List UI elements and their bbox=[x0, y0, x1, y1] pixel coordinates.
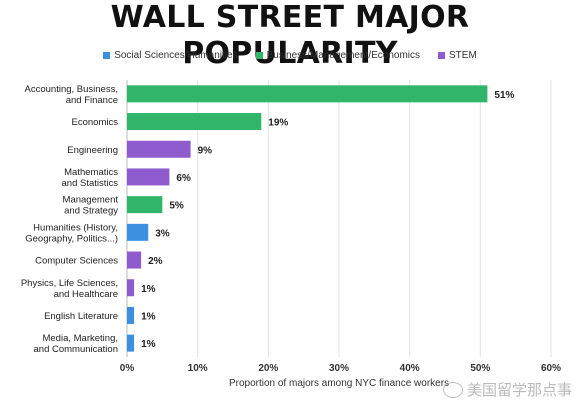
bar bbox=[127, 113, 262, 131]
category-label-line: Humanities (History, bbox=[33, 222, 118, 233]
category-label-line: and Healthcare bbox=[54, 289, 118, 300]
x-tick-label: 40% bbox=[400, 363, 420, 374]
category-label-line: Management bbox=[63, 195, 119, 206]
legend-item-business: Business/Management/Economics bbox=[255, 50, 421, 61]
category-label-line: Geography, Politics...) bbox=[25, 233, 118, 244]
chart-title: WALL STREET MAJOR POPULARITY bbox=[110, 0, 470, 71]
x-tick-label: 20% bbox=[258, 363, 278, 374]
bar bbox=[127, 334, 135, 352]
bar-value-label: 1% bbox=[141, 339, 156, 350]
bar bbox=[127, 306, 135, 324]
x-axis-title: Proportion of majors among NYC finance w… bbox=[229, 378, 449, 389]
x-tick-label: 30% bbox=[329, 363, 349, 374]
bar-value-label: 6% bbox=[176, 173, 191, 184]
bar-value-label: 3% bbox=[155, 228, 170, 239]
bar bbox=[127, 223, 149, 241]
category-label-line: Engineering bbox=[67, 145, 118, 156]
category-label: Humanities (History, Geography, Politics.… bbox=[25, 222, 118, 244]
category-label: Physics, Life Sciences, and Healthcare bbox=[21, 278, 118, 300]
bar bbox=[127, 168, 170, 186]
x-tick-label: 50% bbox=[470, 363, 490, 374]
x-tick-label: 10% bbox=[188, 363, 208, 374]
category-label: English Literature bbox=[44, 311, 118, 322]
wechat-icon bbox=[442, 381, 463, 398]
bar bbox=[127, 251, 142, 269]
category-label-line: and Communication bbox=[34, 344, 119, 355]
legend-label: STEM bbox=[449, 50, 477, 61]
legend-label: Social Sciences/Humanities bbox=[114, 50, 238, 61]
bar bbox=[127, 279, 135, 297]
bar-value-label: 1% bbox=[141, 284, 156, 295]
category-label-line: Accounting, Business, bbox=[25, 84, 118, 95]
bar-value-label: 19% bbox=[268, 118, 288, 129]
bar bbox=[127, 85, 488, 103]
chart-legend: Social Sciences/Humanities Business/Mana… bbox=[0, 50, 580, 61]
category-label-line: and Statistics bbox=[62, 178, 119, 189]
x-tick-label: 60% bbox=[541, 363, 561, 374]
category-label-line: Economics bbox=[72, 117, 119, 128]
category-label: Mathematics and Statistics bbox=[62, 167, 119, 189]
category-label: Media, Marketing, and Communication bbox=[34, 333, 119, 355]
category-label-line: Computer Sciences bbox=[35, 256, 118, 267]
bar-value-label: 5% bbox=[169, 201, 184, 212]
watermark: 美国留学那点事 bbox=[442, 379, 572, 400]
bar bbox=[127, 140, 191, 158]
category-label: Economics bbox=[72, 117, 119, 128]
watermark-text: 美国留学那点事 bbox=[466, 382, 572, 399]
category-label: Computer Sciences bbox=[35, 256, 118, 267]
legend-swatch bbox=[255, 52, 263, 59]
category-label-line: Media, Marketing, bbox=[42, 333, 118, 344]
category-label-line: and Finance bbox=[66, 95, 118, 106]
bar-value-label: 51% bbox=[494, 90, 514, 101]
legend-item-stem: STEM bbox=[438, 50, 477, 61]
bar-value-label: 1% bbox=[141, 311, 156, 322]
category-label: Management and Strategy bbox=[63, 195, 119, 217]
category-label-line: Physics, Life Sciences, bbox=[21, 278, 118, 289]
category-label-line: and Strategy bbox=[64, 206, 118, 217]
legend-item-social-sciences: Social Sciences/Humanities bbox=[103, 50, 238, 61]
legend-label: Business/Management/Economics bbox=[266, 50, 421, 61]
bar-value-label: 2% bbox=[148, 256, 163, 267]
bar-value-label: 9% bbox=[198, 145, 213, 156]
x-tick-label: 0% bbox=[120, 363, 135, 374]
legend-swatch bbox=[438, 52, 446, 59]
category-label-line: Mathematics bbox=[64, 167, 118, 178]
category-label: Accounting, Business, and Finance bbox=[25, 84, 118, 106]
bar bbox=[127, 196, 163, 214]
category-label-line: English Literature bbox=[44, 311, 118, 322]
legend-swatch bbox=[103, 52, 111, 59]
category-label: Engineering bbox=[67, 145, 118, 156]
